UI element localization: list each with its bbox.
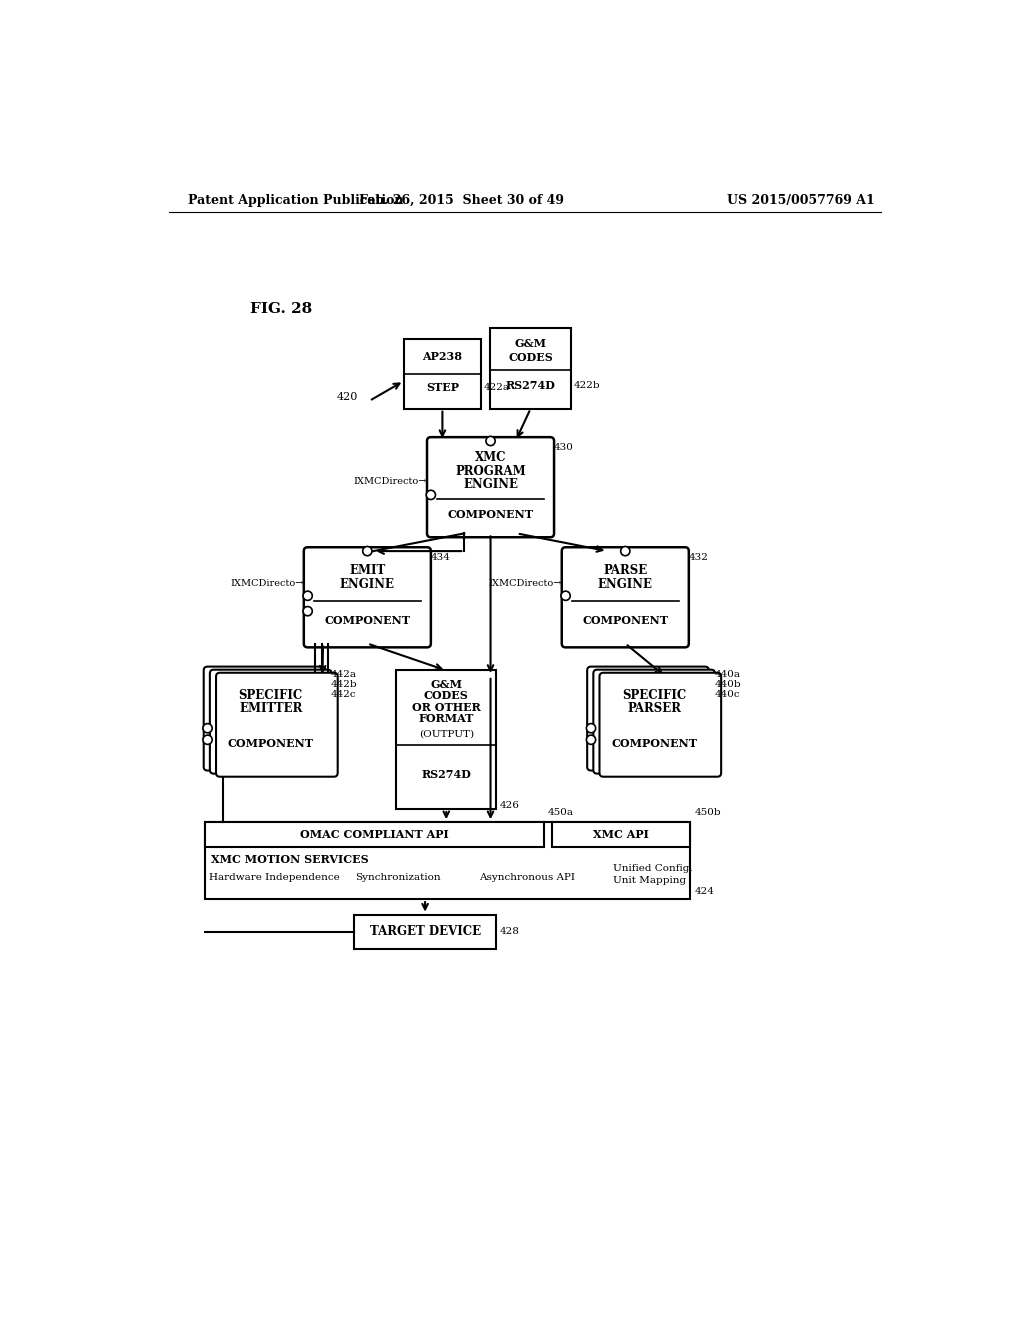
Text: OR OTHER: OR OTHER bbox=[412, 702, 480, 713]
Circle shape bbox=[621, 546, 630, 556]
Text: 440b: 440b bbox=[714, 680, 740, 689]
Text: Asynchronous API: Asynchronous API bbox=[478, 873, 574, 882]
Text: 450a: 450a bbox=[548, 808, 573, 817]
Text: OMAC COMPLIANT API: OMAC COMPLIANT API bbox=[300, 829, 450, 840]
Bar bbox=[396, 671, 497, 809]
Text: 440a: 440a bbox=[714, 669, 740, 678]
Text: XMC API: XMC API bbox=[593, 829, 649, 840]
FancyBboxPatch shape bbox=[204, 667, 326, 771]
Text: ENGINE: ENGINE bbox=[340, 578, 395, 591]
Text: 428: 428 bbox=[500, 927, 520, 936]
Circle shape bbox=[203, 735, 212, 744]
Text: 422a: 422a bbox=[484, 383, 510, 392]
Text: COMPONENT: COMPONENT bbox=[227, 738, 313, 750]
Text: SPECIFIC: SPECIFIC bbox=[239, 689, 303, 702]
Text: G&M: G&M bbox=[430, 678, 462, 690]
Circle shape bbox=[303, 607, 312, 616]
FancyBboxPatch shape bbox=[304, 548, 431, 647]
Text: RS274D: RS274D bbox=[421, 768, 471, 780]
Text: COMPONENT: COMPONENT bbox=[583, 615, 669, 626]
Text: IXMCDirecto→: IXMCDirecto→ bbox=[488, 579, 562, 587]
Circle shape bbox=[587, 723, 596, 733]
FancyBboxPatch shape bbox=[427, 437, 554, 537]
Text: COMPONENT: COMPONENT bbox=[611, 738, 697, 750]
FancyBboxPatch shape bbox=[562, 548, 689, 647]
Text: STEP: STEP bbox=[426, 381, 459, 392]
FancyBboxPatch shape bbox=[593, 669, 715, 774]
FancyBboxPatch shape bbox=[216, 673, 338, 776]
FancyBboxPatch shape bbox=[599, 673, 721, 776]
Text: 442c: 442c bbox=[331, 690, 356, 698]
Text: COMPONENT: COMPONENT bbox=[325, 615, 411, 626]
Text: 440c: 440c bbox=[714, 690, 740, 698]
Text: XMC: XMC bbox=[475, 451, 506, 465]
Text: 432: 432 bbox=[689, 553, 709, 562]
Circle shape bbox=[426, 490, 435, 499]
Text: FORMAT: FORMAT bbox=[419, 713, 474, 725]
Circle shape bbox=[303, 591, 312, 601]
Bar bbox=[552, 822, 690, 847]
Text: Feb. 26, 2015  Sheet 30 of 49: Feb. 26, 2015 Sheet 30 of 49 bbox=[359, 194, 564, 207]
Circle shape bbox=[561, 591, 570, 601]
Text: 434: 434 bbox=[431, 553, 451, 562]
Text: PARSER: PARSER bbox=[627, 702, 681, 715]
Text: CODES: CODES bbox=[424, 690, 469, 701]
Text: 420: 420 bbox=[336, 392, 357, 403]
Text: Unified Config.: Unified Config. bbox=[613, 863, 693, 873]
Text: PROGRAM: PROGRAM bbox=[456, 465, 526, 478]
Text: 430: 430 bbox=[554, 442, 573, 451]
FancyBboxPatch shape bbox=[587, 667, 709, 771]
Text: TARGET DEVICE: TARGET DEVICE bbox=[370, 925, 480, 939]
Text: CODES: CODES bbox=[508, 351, 553, 363]
Text: RS274D: RS274D bbox=[506, 380, 555, 391]
Text: 450b: 450b bbox=[694, 808, 721, 817]
Bar bbox=[205, 822, 690, 899]
Circle shape bbox=[587, 735, 596, 744]
Text: IXMCDirecto→: IXMCDirecto→ bbox=[230, 579, 304, 587]
Text: G&M: G&M bbox=[515, 338, 547, 348]
Text: Patent Application Publication: Patent Application Publication bbox=[188, 194, 403, 207]
Text: EMIT: EMIT bbox=[349, 564, 385, 577]
Text: 422b: 422b bbox=[574, 381, 601, 389]
Text: AP238: AP238 bbox=[423, 351, 463, 362]
Text: 442b: 442b bbox=[331, 680, 357, 689]
FancyBboxPatch shape bbox=[210, 669, 332, 774]
Text: PARSE: PARSE bbox=[603, 564, 647, 577]
Text: SPECIFIC: SPECIFIC bbox=[622, 689, 686, 702]
Text: XMC MOTION SERVICES: XMC MOTION SERVICES bbox=[211, 854, 369, 865]
Text: Synchronization: Synchronization bbox=[355, 873, 441, 882]
Text: Unit Mapping: Unit Mapping bbox=[613, 876, 686, 886]
Text: (OUTPUT): (OUTPUT) bbox=[419, 729, 474, 738]
Text: ENGINE: ENGINE bbox=[463, 478, 518, 491]
Text: Hardware Independence: Hardware Independence bbox=[209, 873, 340, 882]
Text: FIG. 28: FIG. 28 bbox=[250, 301, 312, 315]
Text: COMPONENT: COMPONENT bbox=[447, 508, 534, 520]
Circle shape bbox=[362, 546, 372, 556]
Bar bbox=[490, 327, 571, 409]
Text: 442a: 442a bbox=[331, 669, 356, 678]
Text: ENGINE: ENGINE bbox=[598, 578, 652, 591]
Text: EMITTER: EMITTER bbox=[239, 702, 302, 715]
Circle shape bbox=[486, 437, 496, 446]
Bar bbox=[354, 915, 497, 949]
Text: 424: 424 bbox=[694, 887, 714, 896]
Text: IXMCDirecto→: IXMCDirecto→ bbox=[353, 477, 427, 486]
Text: 426: 426 bbox=[500, 801, 519, 809]
Circle shape bbox=[203, 723, 212, 733]
Text: US 2015/0057769 A1: US 2015/0057769 A1 bbox=[727, 194, 874, 207]
Bar bbox=[205, 822, 544, 847]
Bar bbox=[403, 339, 481, 409]
